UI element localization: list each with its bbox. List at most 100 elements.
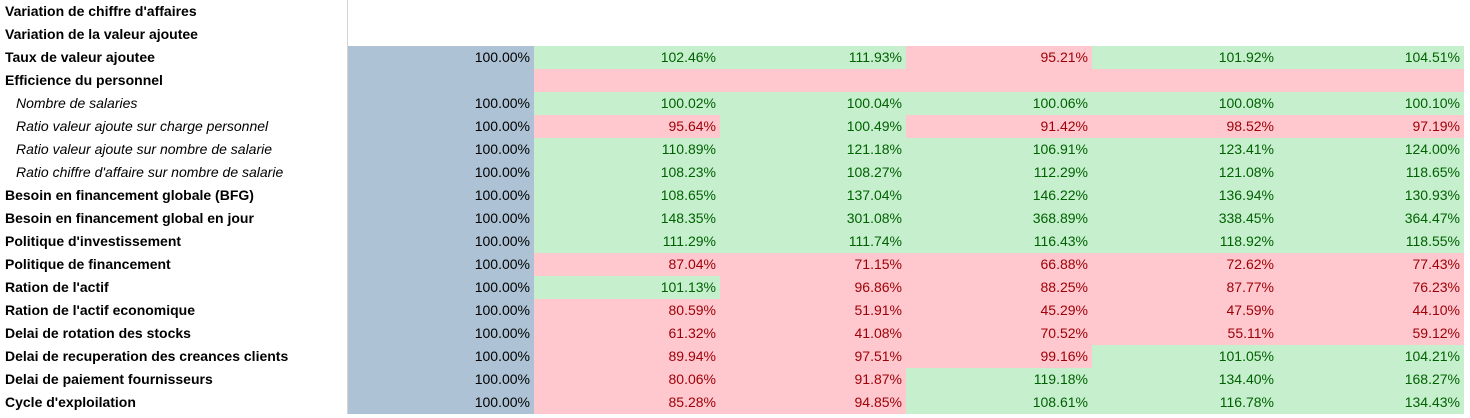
value-cell[interactable] bbox=[906, 23, 1092, 46]
value-cell[interactable]: 95.64% bbox=[534, 115, 720, 138]
value-cell[interactable]: 121.18% bbox=[720, 138, 906, 161]
base-value-cell[interactable]: 100.00% bbox=[348, 391, 534, 414]
value-cell[interactable]: 71.15% bbox=[720, 253, 906, 276]
value-cell[interactable]: 89.94% bbox=[534, 345, 720, 368]
value-cell[interactable]: 100.08% bbox=[1092, 92, 1278, 115]
value-cell[interactable]: 110.89% bbox=[534, 138, 720, 161]
value-cell[interactable]: 80.06% bbox=[534, 368, 720, 391]
value-cell[interactable]: 87.04% bbox=[534, 253, 720, 276]
base-value-cell[interactable]: 100.00% bbox=[348, 345, 534, 368]
base-value-cell[interactable]: 100.00% bbox=[348, 299, 534, 322]
value-cell[interactable]: 137.04% bbox=[720, 184, 906, 207]
value-cell[interactable] bbox=[1092, 23, 1278, 46]
base-value-cell[interactable]: 100.00% bbox=[348, 276, 534, 299]
value-cell[interactable] bbox=[1278, 0, 1464, 23]
value-cell[interactable]: 91.42% bbox=[906, 115, 1092, 138]
value-cell[interactable]: 111.29% bbox=[534, 230, 720, 253]
value-cell[interactable]: 101.92% bbox=[1092, 46, 1278, 69]
value-cell[interactable] bbox=[720, 23, 906, 46]
value-cell[interactable]: 85.28% bbox=[534, 391, 720, 414]
row-label-cell[interactable]: Variation de la valeur ajoutee bbox=[0, 23, 348, 46]
value-cell[interactable]: 66.88% bbox=[906, 253, 1092, 276]
row-label-cell[interactable]: Ration de l'actif bbox=[0, 276, 348, 299]
value-cell[interactable]: 108.23% bbox=[534, 161, 720, 184]
value-cell[interactable]: 134.43% bbox=[1278, 391, 1464, 414]
value-cell[interactable]: 108.61% bbox=[906, 391, 1092, 414]
base-value-cell[interactable]: 100.00% bbox=[348, 92, 534, 115]
value-cell[interactable]: 76.23% bbox=[1278, 276, 1464, 299]
base-value-cell[interactable]: 100.00% bbox=[348, 115, 534, 138]
value-cell[interactable]: 99.16% bbox=[906, 345, 1092, 368]
value-cell[interactable]: 44.10% bbox=[1278, 299, 1464, 322]
value-cell[interactable]: 97.19% bbox=[1278, 115, 1464, 138]
value-cell[interactable] bbox=[906, 69, 1092, 92]
value-cell[interactable]: 51.91% bbox=[720, 299, 906, 322]
value-cell[interactable]: 130.93% bbox=[1278, 184, 1464, 207]
row-label-cell[interactable]: Ration de l'actif economique bbox=[0, 299, 348, 322]
value-cell[interactable]: 124.00% bbox=[1278, 138, 1464, 161]
value-cell[interactable]: 111.93% bbox=[720, 46, 906, 69]
base-value-cell[interactable]: 100.00% bbox=[348, 322, 534, 345]
value-cell[interactable]: 77.43% bbox=[1278, 253, 1464, 276]
value-cell[interactable]: 108.27% bbox=[720, 161, 906, 184]
row-label-cell[interactable]: Ratio valeur ajoute sur charge personnel bbox=[0, 115, 348, 138]
base-value-cell[interactable]: 100.00% bbox=[348, 368, 534, 391]
value-cell[interactable]: 72.62% bbox=[1092, 253, 1278, 276]
value-cell[interactable] bbox=[534, 23, 720, 46]
row-label-cell[interactable]: Efficience du personnel bbox=[0, 69, 348, 92]
value-cell[interactable] bbox=[1278, 23, 1464, 46]
value-cell[interactable]: 61.32% bbox=[534, 322, 720, 345]
value-cell[interactable]: 80.59% bbox=[534, 299, 720, 322]
value-cell[interactable]: 121.08% bbox=[1092, 161, 1278, 184]
value-cell[interactable]: 95.21% bbox=[906, 46, 1092, 69]
value-cell[interactable]: 45.29% bbox=[906, 299, 1092, 322]
value-cell[interactable]: 146.22% bbox=[906, 184, 1092, 207]
base-value-cell[interactable]: 100.00% bbox=[348, 184, 534, 207]
value-cell[interactable]: 101.13% bbox=[534, 276, 720, 299]
value-cell[interactable]: 118.92% bbox=[1092, 230, 1278, 253]
value-cell[interactable] bbox=[720, 0, 906, 23]
value-cell[interactable]: 123.41% bbox=[1092, 138, 1278, 161]
value-cell[interactable]: 100.49% bbox=[720, 115, 906, 138]
value-cell[interactable]: 112.29% bbox=[906, 161, 1092, 184]
value-cell[interactable]: 100.06% bbox=[906, 92, 1092, 115]
row-label-cell[interactable]: Besoin en financement globale (BFG) bbox=[0, 184, 348, 207]
value-cell[interactable]: 47.59% bbox=[1092, 299, 1278, 322]
value-cell[interactable] bbox=[1092, 0, 1278, 23]
value-cell[interactable]: 106.91% bbox=[906, 138, 1092, 161]
value-cell[interactable]: 338.45% bbox=[1092, 207, 1278, 230]
row-label-cell[interactable]: Delai de recuperation des creances clien… bbox=[0, 345, 348, 368]
value-cell[interactable]: 118.65% bbox=[1278, 161, 1464, 184]
base-value-cell[interactable]: 100.00% bbox=[348, 253, 534, 276]
value-cell[interactable] bbox=[1092, 69, 1278, 92]
row-label-cell[interactable]: Variation de chiffre d'affaires bbox=[0, 0, 348, 23]
row-label-cell[interactable]: Politique de financement bbox=[0, 253, 348, 276]
value-cell[interactable]: 368.89% bbox=[906, 207, 1092, 230]
value-cell[interactable]: 134.40% bbox=[1092, 368, 1278, 391]
base-value-cell[interactable] bbox=[348, 69, 534, 92]
value-cell[interactable] bbox=[906, 0, 1092, 23]
value-cell[interactable]: 98.52% bbox=[1092, 115, 1278, 138]
base-value-cell[interactable]: 100.00% bbox=[348, 46, 534, 69]
base-value-cell[interactable] bbox=[348, 23, 534, 46]
value-cell[interactable] bbox=[534, 0, 720, 23]
value-cell[interactable]: 100.04% bbox=[720, 92, 906, 115]
row-label-cell[interactable]: Politique d'investissement bbox=[0, 230, 348, 253]
value-cell[interactable]: 91.87% bbox=[720, 368, 906, 391]
value-cell[interactable]: 102.46% bbox=[534, 46, 720, 69]
value-cell[interactable]: 136.94% bbox=[1092, 184, 1278, 207]
row-label-cell[interactable]: Delai de rotation des stocks bbox=[0, 322, 348, 345]
base-value-cell[interactable]: 100.00% bbox=[348, 230, 534, 253]
value-cell[interactable]: 70.52% bbox=[906, 322, 1092, 345]
value-cell[interactable] bbox=[534, 69, 720, 92]
row-label-cell[interactable]: Delai de paiement fournisseurs bbox=[0, 368, 348, 391]
value-cell[interactable]: 100.10% bbox=[1278, 92, 1464, 115]
row-label-cell[interactable]: Nombre de salaries bbox=[0, 92, 348, 115]
value-cell[interactable]: 116.43% bbox=[906, 230, 1092, 253]
value-cell[interactable]: 96.86% bbox=[720, 276, 906, 299]
row-label-cell[interactable]: Ratio chiffre d'affaire sur nombre de sa… bbox=[0, 161, 348, 184]
value-cell[interactable]: 301.08% bbox=[720, 207, 906, 230]
value-cell[interactable]: 101.05% bbox=[1092, 345, 1278, 368]
value-cell[interactable]: 111.74% bbox=[720, 230, 906, 253]
row-label-cell[interactable]: Taux de valeur ajoutee bbox=[0, 46, 348, 69]
